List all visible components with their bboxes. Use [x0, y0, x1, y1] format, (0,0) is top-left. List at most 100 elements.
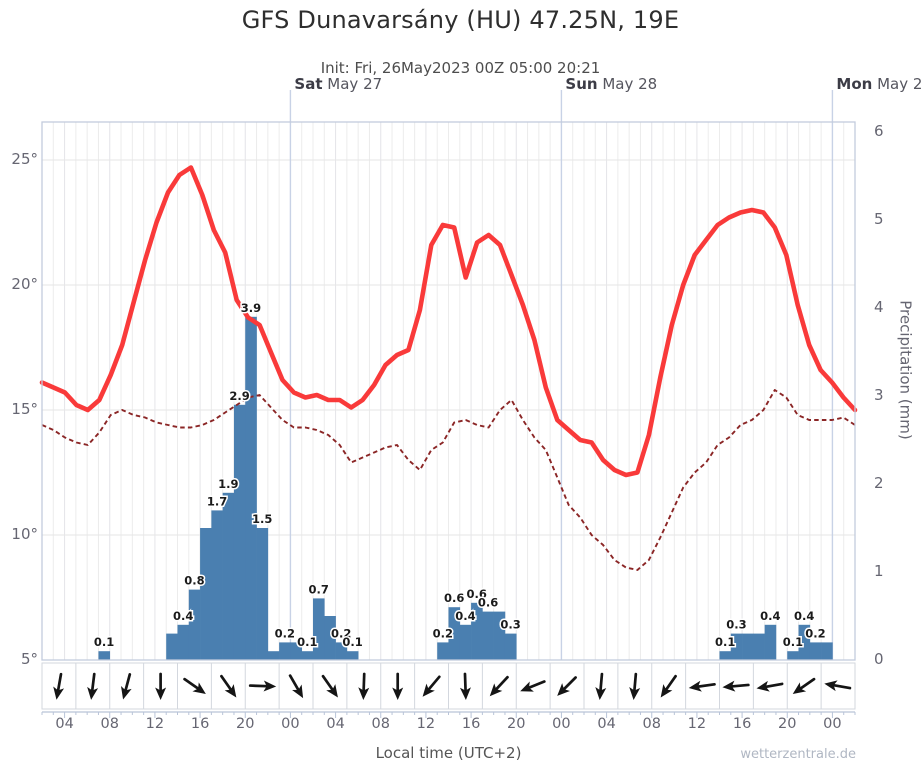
x-axis-tick-label: 08 — [642, 716, 661, 732]
wind-arrow — [248, 680, 277, 692]
precip-axis-title-wrap: Precipitation (mm) — [892, 230, 920, 510]
precip-bar — [809, 642, 822, 660]
wind-arrow — [183, 677, 206, 695]
temperature-line — [39, 165, 858, 478]
bar-value-labels: 0.10.40.81.71.92.93.91.50.20.10.70.20.10… — [92, 299, 827, 650]
bar-value-label: 0.1 — [342, 635, 362, 649]
wind-arrow-head — [629, 687, 641, 700]
precip-bar — [753, 633, 765, 660]
wind-arrow — [722, 680, 750, 692]
wind-arrow-head — [489, 683, 503, 697]
precip-bar — [245, 316, 257, 660]
x-axis-tick-label: 04 — [597, 716, 616, 732]
bar-value-label: 2.9 — [229, 389, 249, 403]
wind-arrow — [595, 672, 607, 700]
day-date: May 27 — [322, 75, 383, 93]
precip-bar — [177, 624, 190, 660]
wind-arrow — [756, 680, 784, 692]
wind-arrow-head — [422, 683, 435, 697]
x-axis-tick-label: 04 — [326, 716, 345, 732]
bar-value-label: 0.2 — [805, 626, 825, 640]
precip-axis-tick-label: 4 — [874, 298, 884, 316]
day-label-sat: Sat May 27 — [294, 75, 382, 93]
bar-value-label: 0.4 — [760, 609, 780, 623]
x-axis-tick-label: 16 — [190, 716, 210, 732]
precip-bar — [256, 528, 269, 660]
precip-bar — [290, 642, 303, 660]
wind-arrow — [557, 676, 577, 696]
temp-axis-tick-label: 5° — [20, 650, 38, 668]
x-axis-tick-label: 00 — [281, 716, 300, 732]
wind-arrow-head — [192, 682, 206, 695]
day-date: May 28 — [597, 75, 658, 93]
bar-value-label: 0.1 — [94, 635, 114, 649]
temp-axis-tick-label: 15° — [11, 400, 38, 418]
x-axis-tick-label: 12 — [687, 716, 707, 732]
wind-arrow-head — [53, 686, 65, 700]
precip-bar — [301, 651, 314, 660]
bar-value-label: 0.4 — [455, 609, 475, 623]
wind-arrow — [688, 680, 716, 692]
temp-axis-tick-label: 20° — [11, 275, 38, 293]
wind-arrow — [660, 674, 677, 698]
precip-bar — [764, 624, 777, 660]
precip-axis-tick-label: 1 — [874, 562, 884, 580]
precip-axis-tick-label: 2 — [874, 474, 884, 492]
bar-value-label: 0.2 — [331, 626, 351, 640]
gridlines — [42, 90, 855, 660]
precip-bar — [335, 642, 348, 660]
x-axis-tick-label: 20 — [236, 716, 255, 732]
precip-bar — [798, 624, 811, 660]
x-axis-tick-label: 20 — [778, 716, 797, 732]
init-line: Init: Fri, 26May2023 00Z 05:00 20:21 — [320, 59, 601, 77]
precip-bar — [437, 642, 449, 660]
wind-arrow — [220, 674, 237, 698]
wind-arrow — [824, 680, 852, 692]
wind-arrow — [288, 674, 304, 699]
bar-value-label: 0.1 — [297, 635, 317, 649]
precip-bar — [279, 642, 291, 660]
bar-value-label: 0.1 — [783, 635, 803, 649]
day-label-mon: Mon May 29 — [836, 75, 921, 93]
precip-bar — [459, 624, 472, 660]
wind-arrow — [459, 672, 471, 700]
wind-arrow — [792, 677, 816, 695]
wind-arrow-head — [688, 680, 702, 692]
precip-axis-tick-label: 3 — [874, 386, 884, 404]
precip-bar — [821, 642, 833, 660]
x-axis-tick-label: 08 — [371, 716, 390, 732]
bar-value-label: 0.3 — [726, 618, 746, 632]
wind-arrow-head — [224, 684, 237, 698]
precip-bar — [98, 651, 111, 660]
wind-arrow — [358, 672, 370, 700]
precip-bar — [448, 607, 461, 660]
wind-arrow — [629, 672, 641, 700]
x-axis-tick-label: 12 — [416, 716, 436, 732]
precip-bar — [482, 611, 494, 660]
precip-bar — [188, 589, 201, 660]
bar-value-label: 1.7 — [207, 494, 227, 508]
precip-bar — [166, 633, 178, 660]
precip-bar — [267, 651, 280, 660]
precip-axis-title: Precipitation (mm) — [897, 300, 916, 440]
bar-value-label: 0.6 — [467, 587, 487, 601]
x-axis-tick-label: 04 — [55, 716, 74, 732]
bar-value-label: 0.6 — [444, 591, 464, 605]
day-date: May 29 — [877, 75, 921, 93]
day-name: Sun — [565, 75, 598, 93]
wind-arrow — [422, 675, 441, 697]
precip-bars — [98, 316, 833, 660]
precip-bar — [346, 651, 359, 660]
wind-arrow — [120, 673, 132, 700]
precip-axis-tick-label: 5 — [874, 210, 884, 228]
precip-bar — [730, 633, 743, 660]
x-axis-title: Local time (UTC+2) — [375, 744, 522, 762]
wind-arrow-head — [792, 682, 807, 695]
page-title: GFS Dunavarsány (HU) 47.25N, 19E — [241, 6, 680, 34]
day-label-sun: Sun May 28 — [565, 75, 657, 93]
precip-bar — [211, 510, 223, 660]
wind-arrow-head — [263, 680, 277, 692]
precip-bar — [719, 651, 732, 660]
temp-axis-tick-label: 10° — [11, 525, 38, 543]
bar-value-label: 1.9 — [218, 477, 238, 491]
